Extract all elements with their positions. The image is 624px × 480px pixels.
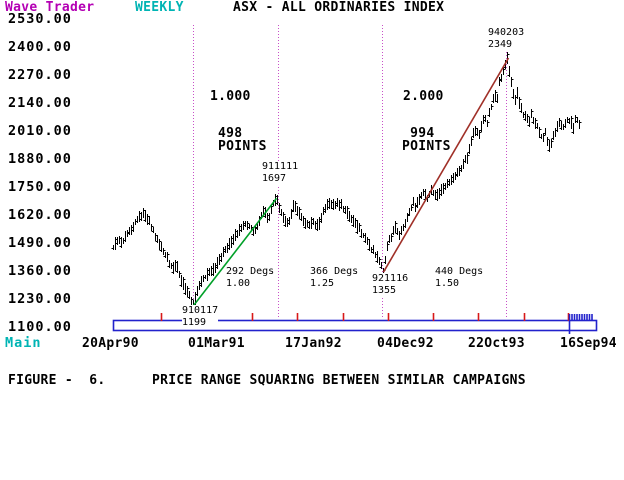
y-axis-label: 1100.00 <box>8 318 72 335</box>
x-axis-label: 17Jan92 <box>285 336 342 351</box>
trend-line-campaign-2 <box>382 57 510 273</box>
annotation-line: 1697 <box>262 173 287 184</box>
annotation-degrees-1: 292 Degs 1.00 <box>226 266 275 290</box>
annotation-line: 910117 <box>182 305 219 316</box>
y-axis-label: 2140.00 <box>8 94 72 111</box>
annotation-points-1: 498 POINTS <box>218 127 267 153</box>
annotation-line: 1.00 <box>226 278 251 289</box>
y-axis-label: 2010.00 <box>8 122 72 139</box>
timeline-scrollbar[interactable] <box>112 313 598 334</box>
timeline-track[interactable] <box>112 319 598 332</box>
annotation-line: 2.000 <box>403 89 444 104</box>
annotation-ratio-2: 2.000 <box>403 90 444 103</box>
annotation-line: 1.25 <box>310 278 335 289</box>
timeline-position-marks[interactable] <box>568 314 593 334</box>
figure-caption-text: PRICE RANGE SQUARING BETWEEN SIMILAR CAM… <box>152 373 526 388</box>
trend-line-campaign-1 <box>192 197 278 307</box>
annotation-line: POINTS <box>218 139 267 154</box>
annotation-line: 440 Degs <box>435 266 484 277</box>
y-axis-label: 1490.00 <box>8 234 72 251</box>
price-bars <box>111 52 582 310</box>
annotation-degrees-3: 440 Degs 1.50 <box>435 266 484 290</box>
timeline-date-ticks <box>160 313 570 321</box>
annotation-line: 366 Degs <box>310 266 359 277</box>
annotation-line: 1199 <box>182 317 207 328</box>
annotation-line: 994 <box>402 126 435 141</box>
y-axis-label: 2270.00 <box>8 66 72 83</box>
annotation-swing-high-1: 911111 1697 <box>262 161 299 185</box>
annotation-degrees-2: 366 Degs 1.25 <box>310 266 359 290</box>
x-axis-label: 01Mar91 <box>188 336 245 351</box>
annotation-line: POINTS <box>402 139 451 154</box>
y-axis-label: 1360.00 <box>8 262 72 279</box>
annotation-line: 940203 <box>488 27 525 38</box>
x-axis-label: 16Sep94 <box>560 336 617 351</box>
y-axis-label: 1750.00 <box>8 178 72 195</box>
annotation-line: 911111 <box>262 161 299 172</box>
y-axis-label: 1880.00 <box>8 150 72 167</box>
annotation-line: 292 Degs <box>226 266 275 277</box>
y-axis-label: 2530.00 <box>8 10 72 27</box>
y-axis-label: 2400.00 <box>8 38 72 55</box>
annotation-line: 2349 <box>488 39 513 50</box>
annotation-line: 921116 <box>372 273 409 284</box>
y-axis-label: 1230.00 <box>8 290 72 307</box>
annotation-line: 1355 <box>372 285 397 296</box>
annotation-swing-low-2: 921116 1355 <box>372 273 409 297</box>
x-axis-label: 22Oct93 <box>468 336 525 351</box>
x-axis-label: 20Apr90 <box>82 336 139 351</box>
annotation-line: 1.50 <box>435 278 460 289</box>
annotation-swing-low-1: 910117 1199 <box>182 305 219 329</box>
figure-caption-label: FIGURE - 6. <box>8 373 106 388</box>
status-main-label: Main <box>5 335 42 351</box>
chart-title: ASX - ALL ORDINARIES INDEX <box>233 0 445 15</box>
y-axis-label: 1620.00 <box>8 206 72 223</box>
x-axis-label: 04Dec92 <box>377 336 434 351</box>
annotation-line: 1.000 <box>210 89 251 104</box>
timeframe-label: WEEKLY <box>135 0 184 15</box>
annotation-ratio-1: 1.000 <box>210 90 251 103</box>
annotation-swing-high-2: 940203 2349 <box>488 27 525 51</box>
app-title: Wave Trader <box>5 0 95 15</box>
annotation-line: 498 <box>218 126 243 141</box>
annotation-points-2: 994 POINTS <box>402 127 451 153</box>
